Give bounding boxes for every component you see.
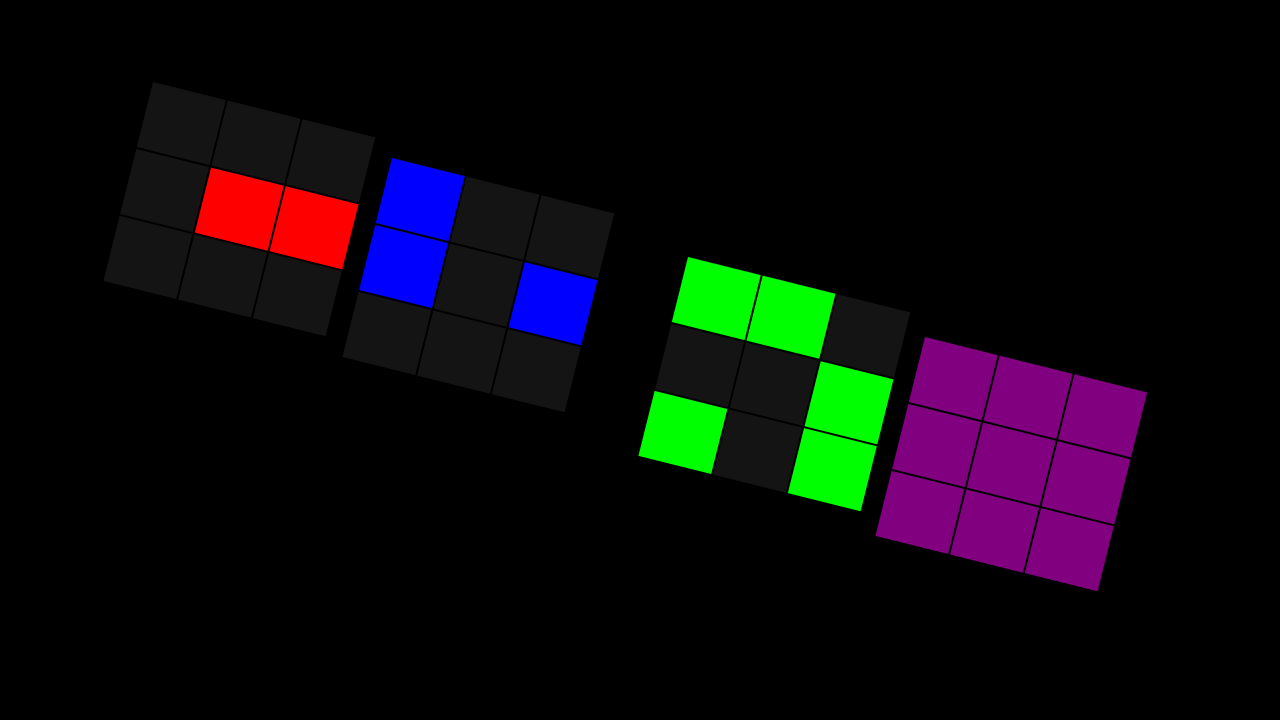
green-grid[interactable] xyxy=(638,257,911,512)
purple-grid[interactable] xyxy=(875,337,1148,592)
red-grid[interactable] xyxy=(103,82,376,337)
blue-grid[interactable] xyxy=(342,158,615,413)
